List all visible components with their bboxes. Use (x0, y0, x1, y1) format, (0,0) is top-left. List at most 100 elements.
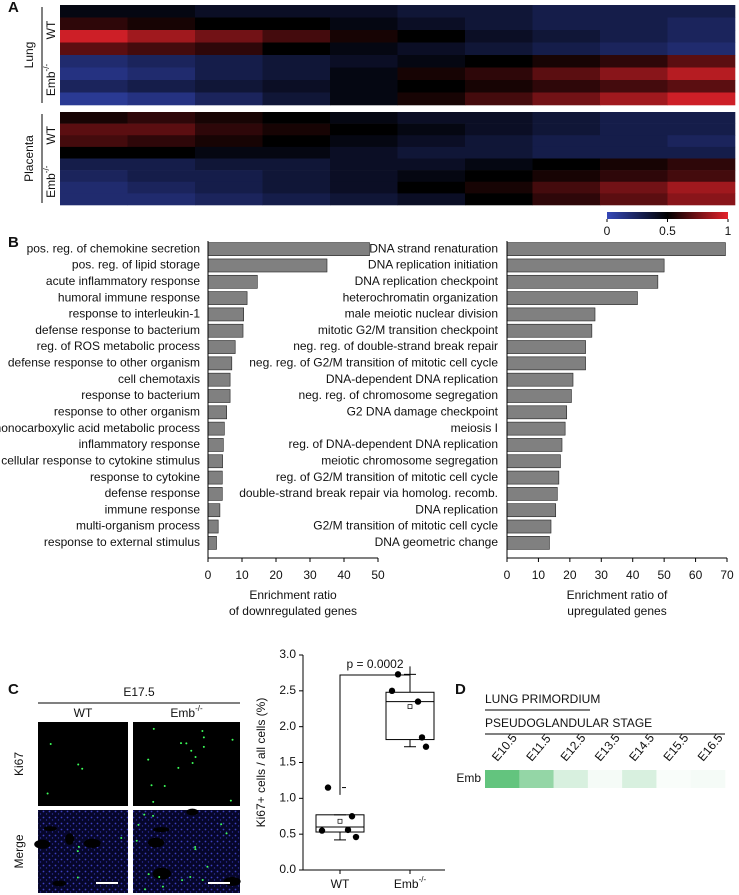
micrograph-signal (152, 814, 155, 817)
panel-row-label: Lung (22, 42, 36, 69)
heatmap-cell (532, 42, 601, 56)
heatmap-cell (195, 158, 263, 171)
heatmap-cell (262, 5, 331, 18)
category-label: neg. reg. of G2/M transition of mitotic … (249, 356, 498, 370)
category-label: neg. reg. of chromosome segregation (299, 388, 498, 402)
category-label: response to other organism (54, 404, 200, 418)
heatmap-cell (465, 146, 533, 159)
heatmap-cell (330, 92, 398, 106)
mean (337, 818, 343, 824)
heatmap-cell (667, 181, 736, 194)
micrograph-title: E17.5 (123, 685, 155, 699)
bar (506, 470, 560, 485)
micrograph-column-label-sup: -/- (195, 704, 203, 713)
micrograph-signal (194, 848, 197, 851)
heatmap-cell (195, 181, 263, 194)
heatmap-cell (465, 170, 533, 183)
micrograph-signal (150, 784, 153, 787)
micrograph-signal (177, 766, 180, 769)
heatmap-cell (600, 181, 668, 194)
heatmap-cell (397, 92, 466, 106)
heatmap-cell (397, 193, 466, 206)
micrograph-row-label: Merge (12, 834, 26, 868)
heatmap-cell (330, 5, 398, 18)
category-label: humoral immune response (58, 290, 200, 304)
category-label: reg. of G2/M transition of mitotic cell … (276, 470, 498, 484)
micrograph-signal (147, 758, 150, 761)
heatmap-cell (532, 67, 601, 81)
category-label: response to external stimulus (44, 535, 200, 549)
micrograph-signal (231, 738, 234, 741)
heatmap-cell (127, 112, 196, 124)
heatmap-cell (330, 158, 398, 171)
heatmap-cell (127, 92, 196, 106)
stage-label: E11.5 (523, 731, 554, 764)
heatmap-cell (397, 123, 466, 136)
bar (506, 291, 638, 305)
heatmap-cell (262, 30, 331, 43)
panel-label: A (8, 0, 19, 16)
micrograph-column-label-main: WT (74, 706, 93, 720)
x-tick-label: 50 (657, 568, 671, 582)
heatmap-cell (465, 181, 533, 194)
bar (506, 307, 596, 322)
category-label: heterochromatin organization (343, 290, 498, 304)
heatmap-cell (127, 181, 196, 194)
micrograph-signal (189, 875, 192, 878)
heatmap-cell (330, 42, 398, 56)
micrograph-signal (135, 839, 138, 842)
heatmap-cell (60, 158, 128, 171)
category-label: monocarboxylic acid metabolic process (0, 421, 200, 435)
bar (506, 438, 563, 452)
heatmap-cell (600, 123, 668, 136)
heatmap-cell (532, 193, 601, 206)
micrograph-signal (144, 888, 147, 891)
heatmap-cell (600, 146, 668, 159)
significance-bracket (339, 666, 411, 795)
colorbar-tick-label: 0.5 (659, 224, 676, 238)
heatmap-cell (60, 30, 128, 43)
micrograph-signal (76, 850, 79, 853)
micrograph-lumen (83, 838, 101, 848)
heatmap-cell (330, 135, 398, 148)
stage-header: PSEUDOGLANDULAR STAGE (485, 716, 652, 730)
heatmap-cell (330, 123, 398, 136)
micrograph-lumen (65, 833, 75, 845)
data-point (394, 671, 402, 678)
category-label: mitotic G2/M transition checkpoint (318, 323, 499, 337)
heatmap-cell (127, 123, 196, 136)
heatmap-cell (127, 17, 196, 31)
bar (207, 454, 223, 469)
heatmap-cell (465, 55, 533, 68)
category-label: reg. of ROS metabolic process (37, 339, 200, 353)
category-label: DNA replication initiation (368, 258, 498, 272)
category-label: DNA strand renaturation (369, 241, 498, 255)
heatmap-cell (127, 193, 196, 206)
heatmap-cell (667, 80, 736, 93)
micrograph-lumen (43, 826, 57, 831)
micrograph-signal (229, 799, 232, 802)
x-tick-label: 70 (720, 568, 734, 582)
heatmap-cell (262, 80, 331, 93)
micrograph-signal (225, 832, 228, 835)
y-axis-label: Ki67+ cells / all cells (%) (254, 698, 268, 828)
micrograph-signal (81, 767, 84, 770)
heatmap-cell (465, 123, 533, 136)
data-point (344, 826, 352, 834)
category-label: response to cytokine (90, 470, 200, 484)
heatmap-cell (262, 55, 331, 68)
category-label: acute inflammatory response (46, 274, 200, 288)
heatmap-cell (330, 170, 398, 183)
micrograph-signal (202, 736, 205, 739)
heatmap-cell (667, 158, 736, 171)
heatmap-cell (195, 42, 263, 56)
heatmap-cell (532, 112, 601, 124)
heatmap-cell (600, 80, 668, 93)
micrograph-signal (46, 792, 49, 795)
bar (207, 389, 231, 403)
micrograph-signal (190, 749, 193, 752)
heatmap-cell (330, 146, 398, 159)
stage-label: E10.5 (489, 731, 520, 764)
y-tick-label: 1.0 (279, 791, 296, 805)
